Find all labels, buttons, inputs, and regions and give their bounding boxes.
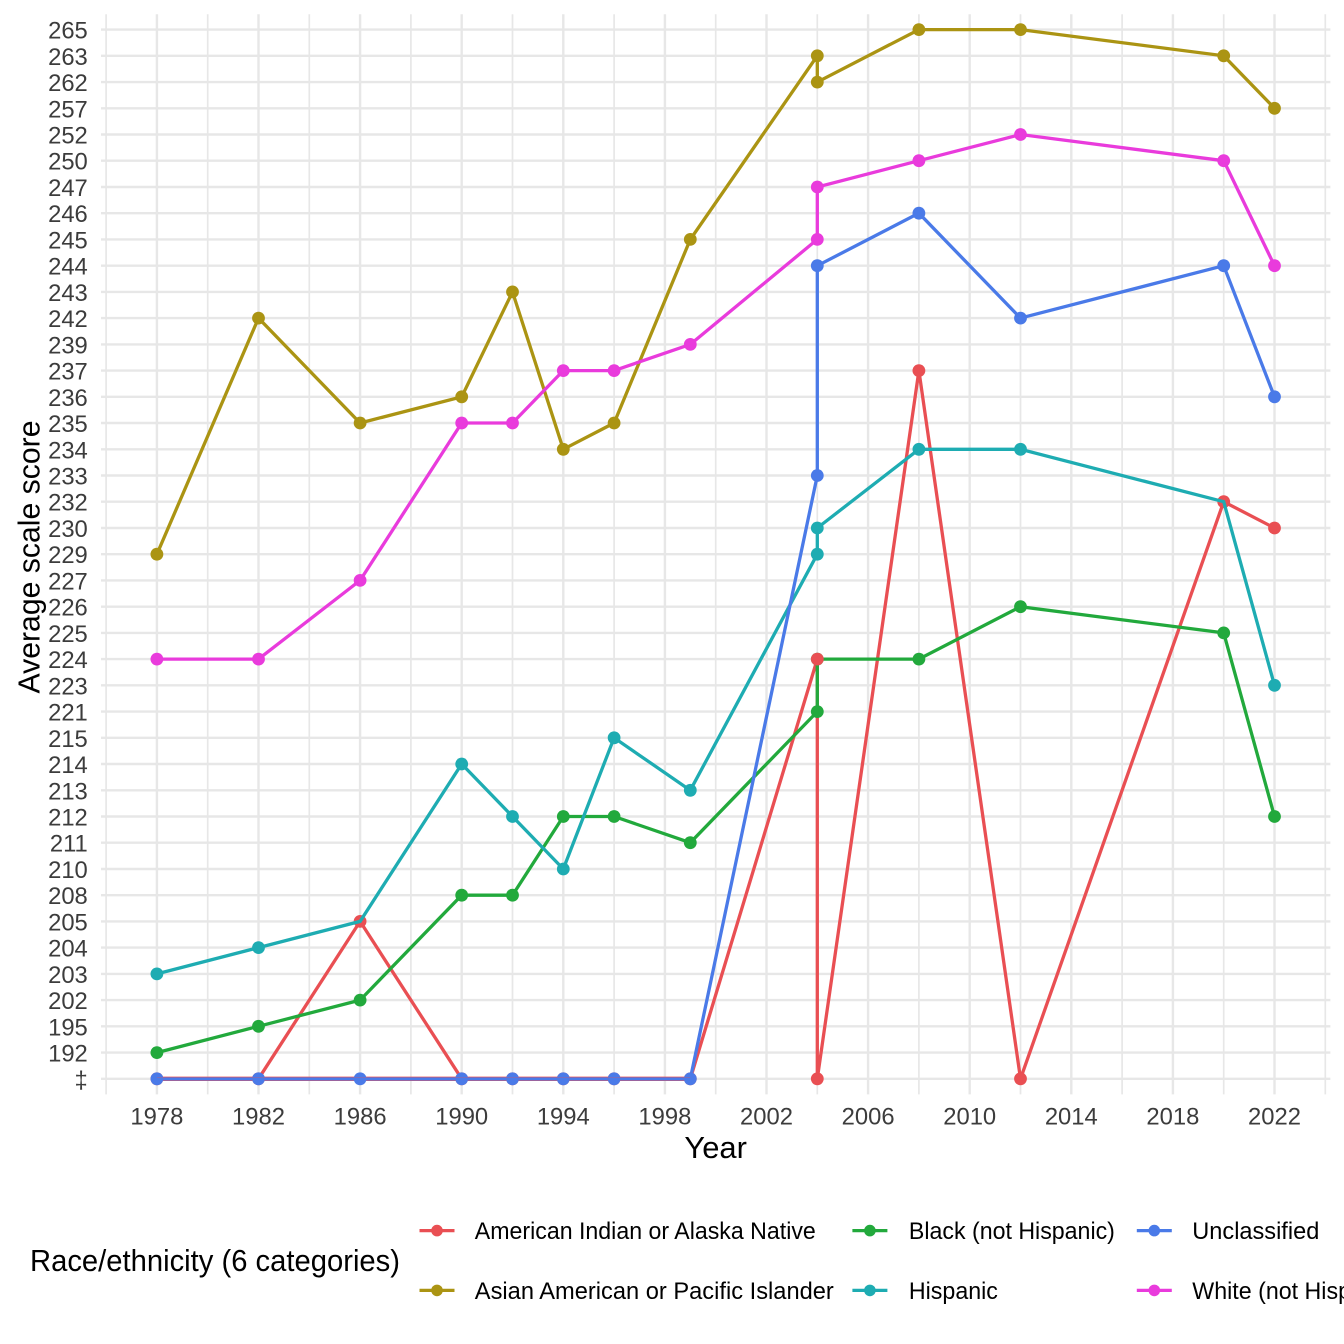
svg-text:1978: 1978 xyxy=(130,1104,183,1131)
svg-text:1998: 1998 xyxy=(638,1104,691,1131)
svg-text:‡: ‡ xyxy=(75,1067,88,1094)
svg-text:208: 208 xyxy=(48,883,88,910)
svg-text:242: 242 xyxy=(48,306,88,333)
svg-text:212: 212 xyxy=(48,805,88,832)
svg-text:223: 223 xyxy=(48,673,88,700)
svg-text:245: 245 xyxy=(48,227,88,254)
svg-text:224: 224 xyxy=(48,647,88,674)
svg-text:192: 192 xyxy=(48,1041,88,1068)
svg-text:White (not Hispanic): White (not Hispanic) xyxy=(1192,1278,1344,1305)
svg-text:210: 210 xyxy=(48,857,88,884)
svg-text:237: 237 xyxy=(48,359,88,386)
svg-text:202: 202 xyxy=(48,988,88,1015)
svg-text:American Indian or Alaska Nati: American Indian or Alaska Native xyxy=(475,1218,816,1245)
svg-text:252: 252 xyxy=(48,123,88,150)
svg-text:262: 262 xyxy=(48,70,88,97)
svg-text:236: 236 xyxy=(48,385,88,412)
svg-text:204: 204 xyxy=(48,936,88,963)
svg-text:257: 257 xyxy=(48,96,88,123)
svg-text:265: 265 xyxy=(48,18,88,45)
svg-text:Unclassified: Unclassified xyxy=(1192,1218,1319,1245)
svg-text:225: 225 xyxy=(48,621,88,648)
svg-text:205: 205 xyxy=(48,909,88,936)
svg-text:Race/ethnicity (6 categories): Race/ethnicity (6 categories) xyxy=(30,1244,400,1278)
svg-text:Asian American or Pacific Isla: Asian American or Pacific Islander xyxy=(475,1278,834,1305)
svg-text:2010: 2010 xyxy=(943,1104,996,1131)
svg-text:239: 239 xyxy=(48,332,88,359)
svg-text:1990: 1990 xyxy=(435,1104,488,1131)
svg-text:247: 247 xyxy=(48,175,88,202)
svg-text:226: 226 xyxy=(48,595,88,622)
svg-text:Black (not Hispanic): Black (not Hispanic) xyxy=(909,1218,1115,1245)
svg-text:215: 215 xyxy=(48,726,88,753)
svg-text:214: 214 xyxy=(48,752,88,779)
svg-text:Hispanic: Hispanic xyxy=(909,1278,998,1305)
svg-text:211: 211 xyxy=(50,831,88,858)
svg-text:Average scale score: Average scale score xyxy=(12,421,46,694)
svg-text:2018: 2018 xyxy=(1146,1104,1199,1131)
svg-text:2002: 2002 xyxy=(740,1104,793,1131)
svg-text:263: 263 xyxy=(48,44,88,71)
svg-text:Year: Year xyxy=(684,1131,747,1165)
svg-text:203: 203 xyxy=(48,962,88,989)
svg-text:221: 221 xyxy=(48,700,88,727)
svg-text:2014: 2014 xyxy=(1045,1104,1098,1131)
svg-text:243: 243 xyxy=(48,280,88,307)
svg-text:250: 250 xyxy=(48,149,88,176)
svg-text:234: 234 xyxy=(48,437,88,464)
svg-text:2022: 2022 xyxy=(1248,1104,1301,1131)
svg-text:229: 229 xyxy=(48,542,88,569)
svg-text:213: 213 xyxy=(48,778,88,805)
svg-text:232: 232 xyxy=(48,490,88,517)
svg-text:195: 195 xyxy=(48,1014,88,1041)
svg-text:230: 230 xyxy=(48,516,88,543)
svg-text:246: 246 xyxy=(48,201,88,228)
svg-text:1994: 1994 xyxy=(537,1104,590,1131)
svg-text:1986: 1986 xyxy=(334,1104,387,1131)
svg-text:227: 227 xyxy=(48,568,88,595)
svg-text:2006: 2006 xyxy=(842,1104,895,1131)
svg-text:233: 233 xyxy=(48,464,88,491)
svg-text:235: 235 xyxy=(48,411,88,438)
svg-text:244: 244 xyxy=(48,254,88,281)
svg-text:1982: 1982 xyxy=(232,1104,285,1131)
